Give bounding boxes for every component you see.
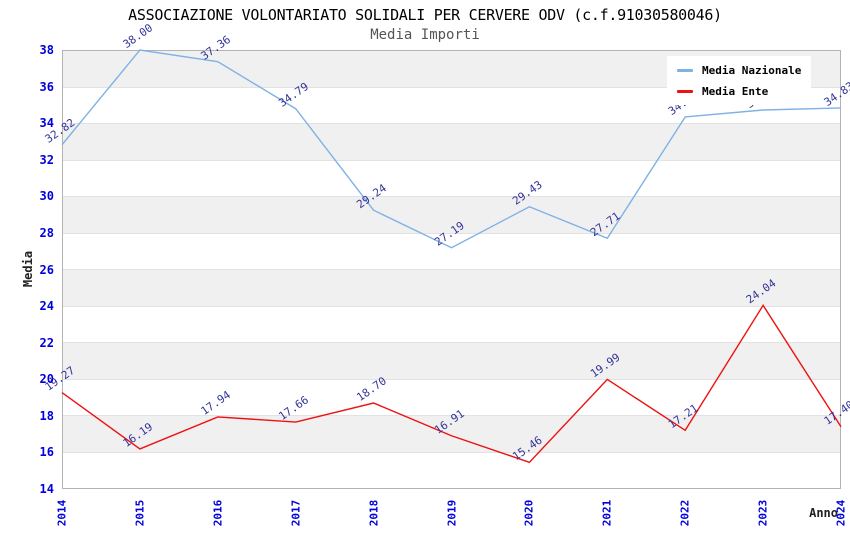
y-tick-label: 30 — [39, 189, 54, 204]
grid-band — [63, 451, 840, 488]
x-tick-label: 2018 — [367, 499, 381, 527]
y-tick-label: 18 — [39, 408, 54, 423]
x-tick-label: 2023 — [756, 499, 770, 527]
y-tick-label: 32 — [39, 152, 54, 167]
legend-label: Media Ente — [702, 84, 769, 98]
grid-band — [63, 415, 840, 452]
x-tick-label: 2024 — [834, 499, 848, 527]
grid-band — [63, 269, 840, 306]
plot-area — [62, 50, 841, 489]
x-axis-title: Anno — [809, 506, 838, 520]
x-tick-label: 2015 — [133, 499, 147, 527]
blue-line-marker-icon — [677, 68, 693, 72]
y-tick-label: 28 — [39, 225, 54, 240]
legend-item-media-nazionale: Media Nazionale — [677, 63, 801, 77]
y-tick-label: 36 — [39, 79, 54, 94]
y-tick-label: 24 — [39, 299, 54, 314]
red-line-marker-icon — [677, 89, 693, 93]
grid-band — [63, 123, 840, 160]
legend-item-media-ente: Media Ente — [677, 84, 801, 98]
chart-title: ASSOCIAZIONE VOLONTARIATO SOLIDALI PER C… — [128, 6, 722, 24]
x-tick-label: 2016 — [211, 499, 225, 527]
y-tick-label: 38 — [39, 43, 54, 57]
y-tick-label: 34 — [39, 116, 54, 131]
grid-band — [63, 196, 840, 233]
x-tick-label: 2017 — [289, 499, 303, 527]
x-tick-label: 2019 — [445, 499, 458, 527]
grid-band — [63, 342, 840, 379]
y-tick-label: 16 — [39, 445, 54, 460]
grid-band — [63, 159, 840, 196]
y-tick-label: 26 — [39, 262, 54, 277]
y-tick-label: 14 — [39, 482, 54, 496]
chart-subtitle: Media Importi — [370, 27, 480, 43]
x-tick-label: 2021 — [600, 499, 614, 527]
y-tick-label: 20 — [39, 372, 54, 387]
legend: Media Nazionale Media Ente — [667, 56, 812, 105]
grid-band — [63, 232, 840, 269]
legend-label: Media Nazionale — [702, 63, 802, 77]
grid-band — [63, 378, 840, 415]
x-tick-label: 2022 — [678, 499, 692, 527]
y-tick-label: 22 — [39, 335, 54, 350]
grid-band — [63, 305, 840, 342]
x-tick-label: 2014 — [55, 499, 69, 527]
x-tick-label: 2020 — [522, 499, 536, 527]
